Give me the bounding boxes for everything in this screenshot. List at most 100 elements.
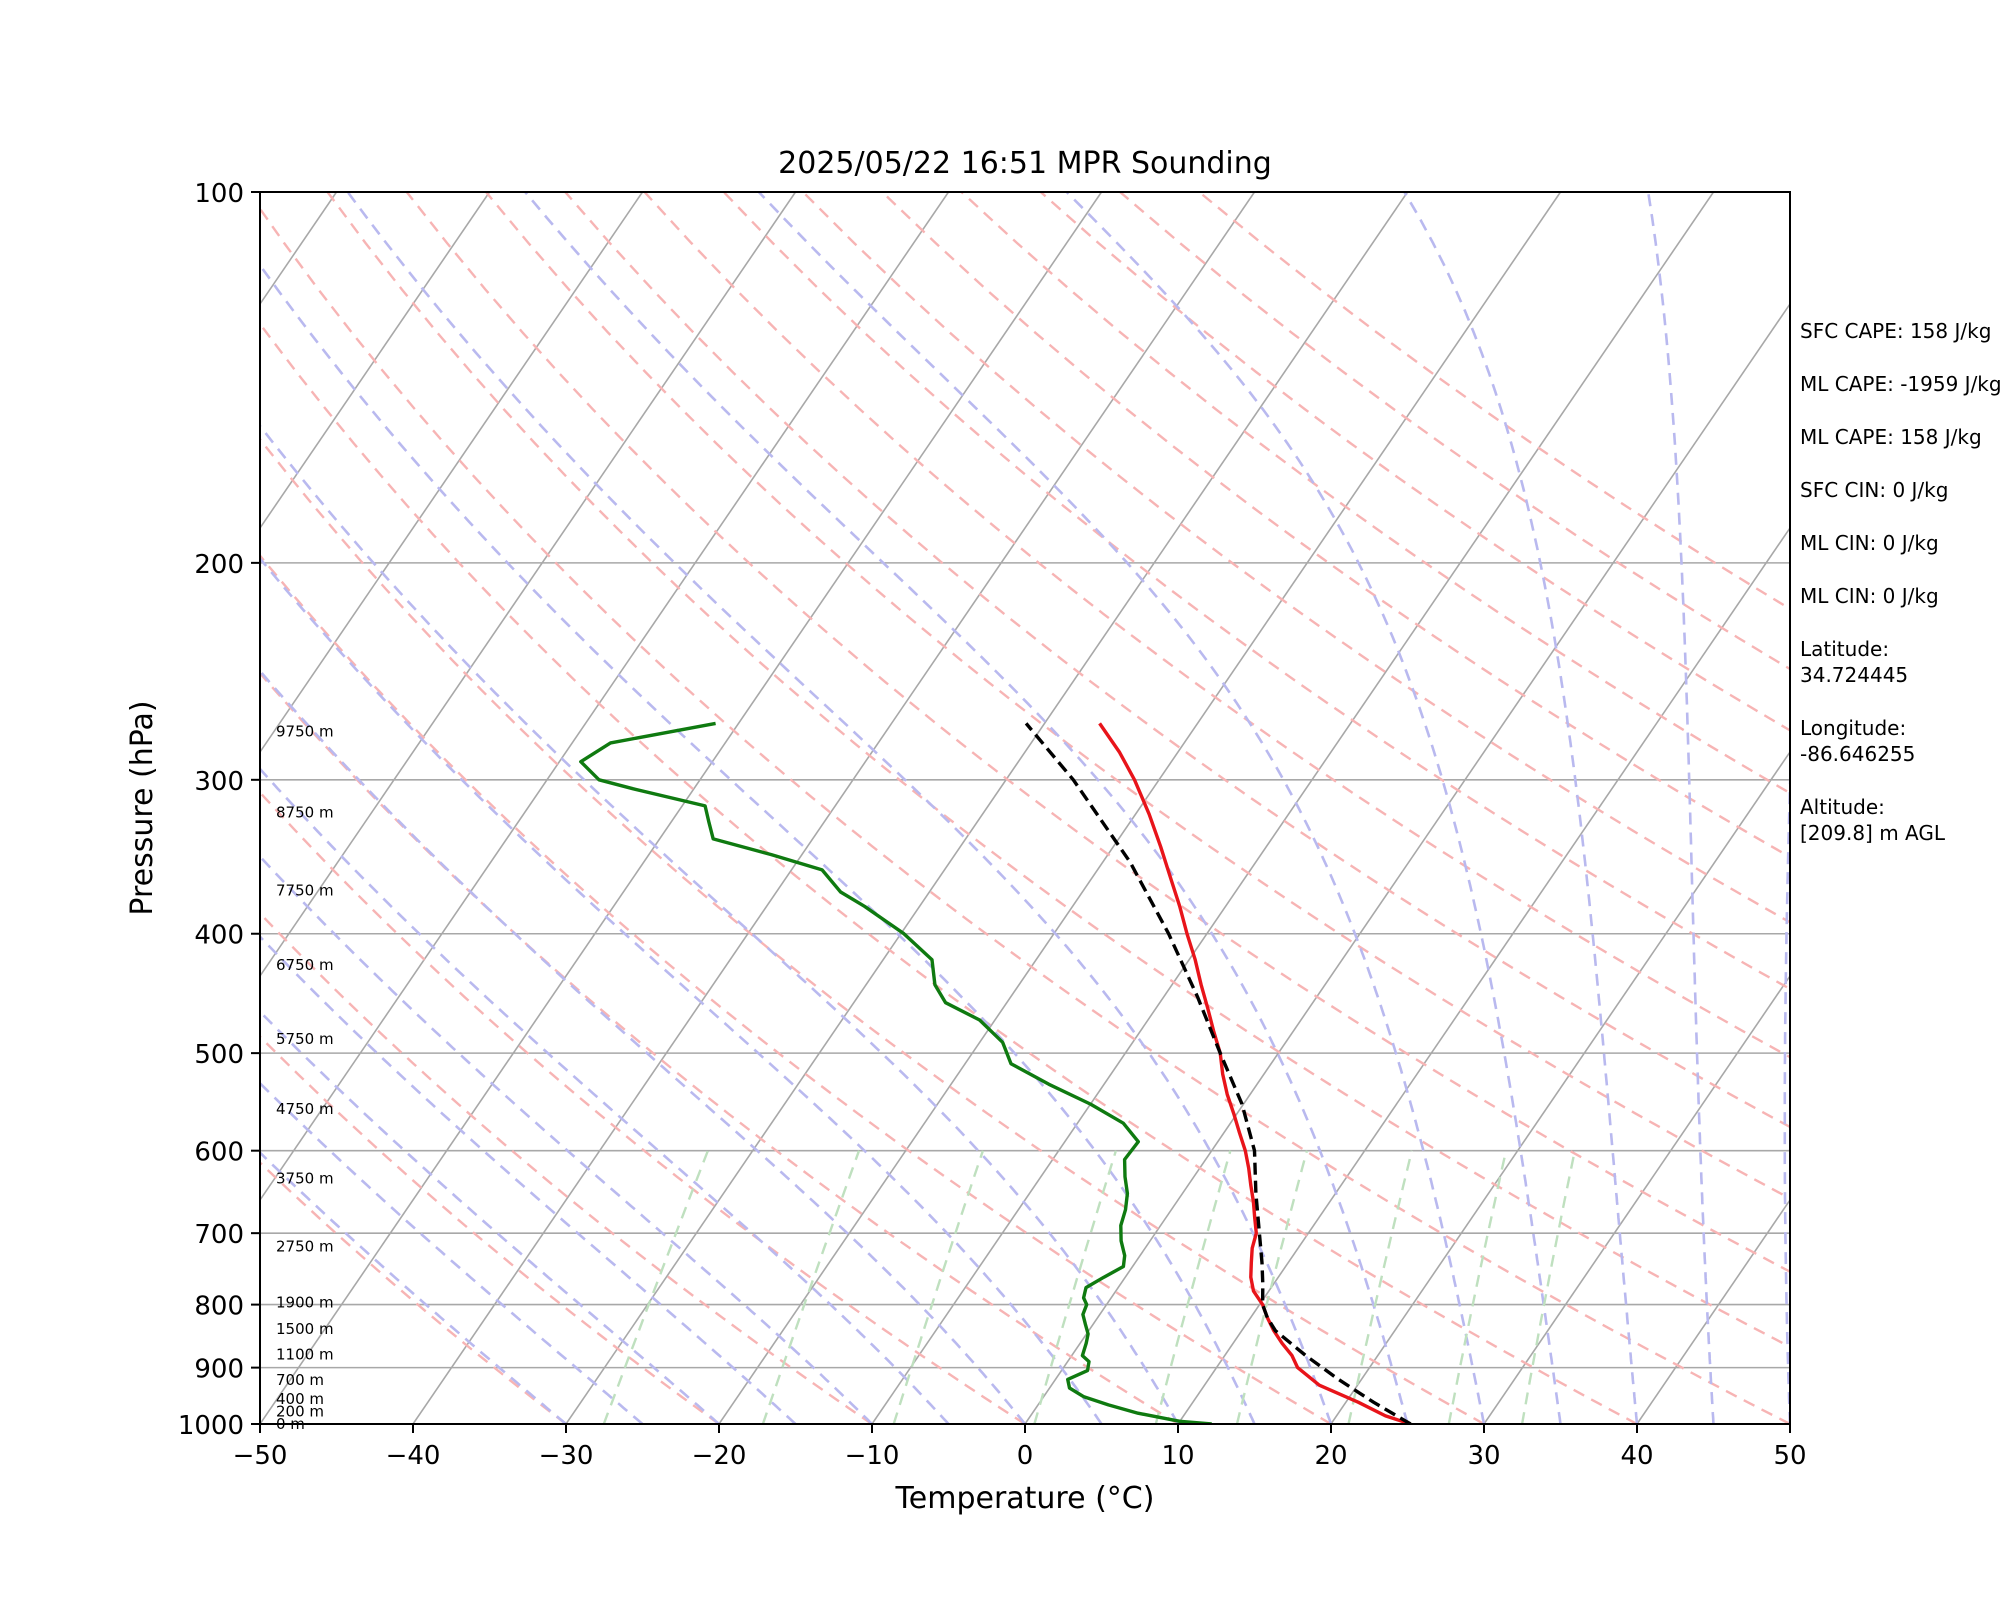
dry-adiabat-line — [564, 192, 1790, 1129]
moist-adiabat-line — [260, 934, 797, 1424]
x-tick-label: −50 — [233, 1441, 288, 1471]
y-axis-ticks: 100 200 300 400 500 600 700 800 900 1000 — [178, 179, 260, 1441]
mixing-ratio-line — [1154, 1150, 1232, 1424]
dry-adiabat-line — [260, 321, 1638, 1424]
height-label: 3750 m — [276, 1169, 334, 1187]
isotherm-line — [1177, 526, 1790, 1424]
height-label: 700 m — [276, 1371, 324, 1389]
x-tick-label: 30 — [1467, 1441, 1500, 1471]
altitude-value: [209.8] m AGL — [1800, 821, 1946, 845]
height-label: 1100 m — [276, 1345, 334, 1363]
dry-adiabat-line — [960, 192, 1790, 795]
parcel-profile-line — [1024, 722, 1412, 1424]
x-axis-label: Temperature (°C) — [895, 1481, 1155, 1516]
height-label: 6750 m — [276, 956, 334, 974]
x-tick-label: 10 — [1161, 1441, 1194, 1471]
dry-adiabat-line — [405, 192, 1790, 1274]
y-tick-label: 600 — [194, 1138, 244, 1168]
height-label: 2750 m — [276, 1238, 334, 1256]
moist-adiabat-line — [1403, 192, 1639, 1424]
isotherm-line — [871, 192, 1715, 1424]
latitude-block: Latitude: 34.724445 — [1800, 636, 2000, 688]
sfc-cin-text: SFC CIN: 0 J/kg — [1800, 478, 1949, 502]
altitude-block: Altitude: [209.8] m AGL — [1800, 794, 2000, 846]
longitude-label: Longitude: — [1800, 716, 1907, 740]
chart-title: 2025/05/22 16:51 MPR Sounding — [778, 146, 1272, 181]
x-tick-label: 50 — [1773, 1441, 1806, 1471]
y-tick-label: 300 — [194, 767, 244, 797]
ml-cin-text-2: ML CIN: 0 J/kg — [1800, 584, 1939, 608]
dry-adiabat-line — [260, 553, 1332, 1424]
moist-adiabat-line — [260, 423, 1180, 1424]
isotherm-line — [1636, 1198, 1790, 1424]
isotherm-line — [260, 192, 491, 530]
moist-adiabat-line — [1783, 742, 1790, 1424]
isotherm-line — [260, 192, 1103, 1424]
y-tick-label: 400 — [194, 921, 244, 951]
moist-adiabat-line — [1646, 192, 1715, 1424]
data-lines — [579, 721, 1412, 1424]
mixing-ratio-line — [761, 1150, 861, 1424]
x-tick-label: −20 — [692, 1441, 747, 1471]
isotherm-line — [1024, 302, 1790, 1424]
mixing-ratio-line — [1520, 1150, 1576, 1424]
height-label: 5750 m — [276, 1030, 334, 1048]
isotherm-line — [565, 192, 1409, 1424]
isotherm-line — [718, 192, 1562, 1424]
ml-cape-text: ML CAPE: -1959 J/kg — [1800, 372, 2000, 396]
height-label: 1500 m — [276, 1320, 334, 1338]
x-tick-label: 40 — [1620, 1441, 1653, 1471]
dry-adiabat-line — [643, 192, 1790, 1059]
latitude-label: Latitude: — [1800, 637, 1890, 661]
x-tick-label: −40 — [386, 1441, 441, 1471]
isotherm-line — [1330, 750, 1790, 1424]
y-tick-label: 200 — [194, 550, 244, 580]
isotherm-line — [260, 192, 797, 978]
height-label: 9750 m — [276, 722, 334, 740]
moist-adiabat-line — [260, 263, 1256, 1424]
isotherm-line — [412, 192, 1256, 1424]
x-axis-ticks: −50 −40 −30 −20 −10 0 10 20 30 40 50 — [233, 1424, 1807, 1471]
ml-cape-text-2: ML CAPE: 158 J/kg — [1800, 425, 1982, 449]
ml-cin-text: ML CIN: 0 J/kg — [1800, 531, 1939, 555]
altitude-label: Altitude: — [1800, 795, 1885, 819]
dry-adiabat-line — [802, 192, 1790, 924]
x-tick-label: 0 — [1017, 1441, 1034, 1471]
moist-adiabat-line — [260, 556, 1103, 1424]
latitude-value: 34.724445 — [1800, 663, 1909, 687]
dry-adiabat-line — [260, 671, 1179, 1424]
moist-adiabat-line — [1065, 192, 1562, 1424]
y-tick-label: 100 — [194, 179, 244, 209]
height-label: 8750 m — [276, 804, 334, 822]
moist-adiabat-line — [524, 192, 1409, 1424]
height-label: 400 m — [276, 1390, 324, 1408]
dewpoint-profile-line — [579, 721, 1212, 1424]
mixing-ratio-line — [1447, 1150, 1508, 1424]
y-tick-label: 700 — [194, 1220, 244, 1250]
moist-adiabat-line — [260, 854, 873, 1424]
y-tick-label: 1000 — [178, 1411, 244, 1441]
isotherm-line — [0, 192, 31, 1424]
mixing-ratio-line — [1235, 1150, 1309, 1424]
dry-adiabat-line — [260, 911, 873, 1424]
mixing-ratio-line — [1347, 1150, 1413, 1424]
dry-adiabat-line — [326, 192, 1790, 1349]
mixing-ratio-line — [602, 1150, 710, 1424]
longitude-block: Longitude: -86.646255 — [1800, 715, 2000, 767]
height-label: 200 m — [276, 1403, 324, 1421]
mixing-ratio-line — [892, 1150, 985, 1424]
height-label: 4750 m — [276, 1100, 334, 1118]
isotherm-line — [1483, 974, 1790, 1424]
isotherm-line — [260, 192, 950, 1202]
height-label: 1900 m — [276, 1294, 334, 1312]
temperature-profile-line — [1098, 722, 1412, 1424]
background-lines — [0, 192, 1790, 1424]
moist-adiabat-line — [346, 192, 1333, 1424]
dry-adiabat-line — [260, 437, 1485, 1424]
dry-adiabat-line — [881, 192, 1790, 859]
moist-adiabat-line — [260, 1009, 720, 1424]
isotherm-line — [260, 192, 644, 754]
height-label: 7750 m — [276, 882, 334, 900]
